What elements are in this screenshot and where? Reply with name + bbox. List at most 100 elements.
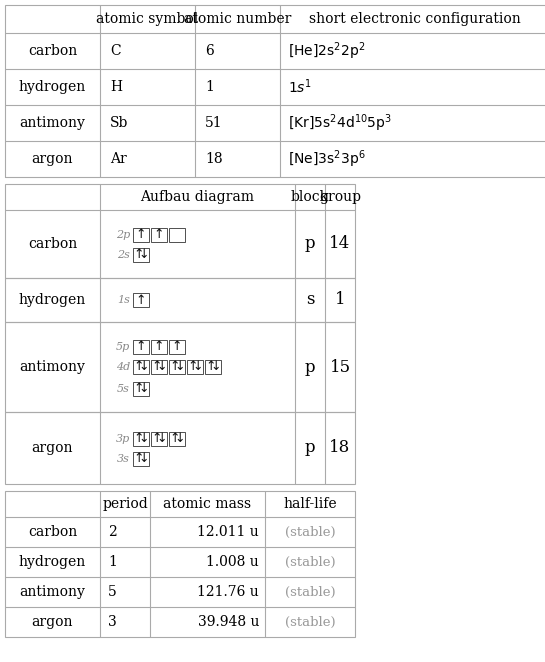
Text: ↑: ↑ [172,340,182,354]
Text: group: group [319,190,361,204]
Text: ↑: ↑ [133,432,144,446]
Text: ↑: ↑ [152,432,162,446]
Bar [133,360,149,374]
Text: ↑: ↑ [205,361,216,373]
Text: hydrogen: hydrogen [19,555,86,569]
Text: p: p [305,236,316,252]
Text: ↑: ↑ [136,340,146,354]
Text: 1s: 1s [117,295,130,305]
Bar [133,248,149,262]
Text: ↑: ↑ [187,361,198,373]
Text: 39.948 u: 39.948 u [197,615,259,629]
Bar [151,360,167,374]
Bar [205,360,221,374]
Text: block: block [291,190,329,204]
Text: (stable): (stable) [284,616,335,628]
Text: ↑: ↑ [154,340,164,354]
Text: ↑: ↑ [136,293,146,307]
Text: ↓: ↓ [138,361,149,373]
Text: ↑: ↑ [169,432,180,446]
Text: 3: 3 [108,615,117,629]
Text: $[\rm{Ne}]3s^{2}3p^{6}$: $[\rm{Ne}]3s^{2}3p^{6}$ [288,148,366,169]
Text: 1: 1 [108,555,117,569]
Text: period: period [102,497,148,511]
Text: C: C [110,44,120,58]
Text: ↑: ↑ [133,383,144,395]
Text: ↑: ↑ [152,361,162,373]
Text: carbon: carbon [28,237,77,251]
Text: ↑: ↑ [133,248,144,261]
Text: carbon: carbon [28,525,77,539]
Bar [169,360,185,374]
Text: 5p: 5p [116,342,130,352]
Text: argon: argon [32,615,73,629]
Text: atomic symbol: atomic symbol [96,12,198,26]
Bar [133,452,149,466]
Text: 1: 1 [205,80,214,94]
Text: 2s: 2s [117,250,130,260]
Text: 3s: 3s [117,454,130,464]
Text: ↓: ↓ [210,361,221,373]
Bar [169,340,185,354]
Text: $1s^{1}$: $1s^{1}$ [288,77,312,96]
Bar [133,228,149,242]
Bar [151,340,167,354]
Text: antimony: antimony [20,585,86,599]
Text: ↑: ↑ [133,453,144,465]
Text: H: H [110,80,122,94]
Text: Sb: Sb [110,116,129,130]
Text: (stable): (stable) [284,585,335,598]
Text: carbon: carbon [28,44,77,58]
Text: ↓: ↓ [138,383,149,395]
Bar [5,491,355,637]
Text: antimony: antimony [20,360,86,374]
Text: ↓: ↓ [156,432,167,446]
Text: 121.76 u: 121.76 u [197,585,259,599]
Text: argon: argon [32,441,73,455]
Text: (stable): (stable) [284,555,335,569]
Text: ↓: ↓ [156,361,167,373]
Text: ↑: ↑ [136,228,146,242]
Text: 6: 6 [205,44,214,58]
Bar [151,228,167,242]
Text: 1.008 u: 1.008 u [206,555,259,569]
Text: $[\rm{He}]2s^{2}2p^{2}$: $[\rm{He}]2s^{2}2p^{2}$ [288,40,366,62]
Bar [187,360,203,374]
Bar [133,293,149,307]
Text: 18: 18 [329,440,350,457]
Text: atomic number: atomic number [184,12,291,26]
Bar [169,432,185,446]
Text: Ar: Ar [110,152,127,166]
Text: s: s [306,291,314,308]
Text: ↓: ↓ [138,248,149,261]
Text: ↑: ↑ [169,361,180,373]
Text: 12.011 u: 12.011 u [197,525,259,539]
Text: ↓: ↓ [174,361,185,373]
Bar [5,5,545,177]
Text: Aufbau diagram: Aufbau diagram [141,190,255,204]
Text: ↑: ↑ [133,361,144,373]
Text: antimony: antimony [20,116,86,130]
Bar [5,184,355,484]
Text: 51: 51 [205,116,222,130]
Text: 5s: 5s [117,384,130,394]
Text: hydrogen: hydrogen [19,80,86,94]
Bar [151,432,167,446]
Text: $[\rm{Kr}]5s^{2}4d^{10}5p^{3}$: $[\rm{Kr}]5s^{2}4d^{10}5p^{3}$ [288,112,392,134]
Text: 2p: 2p [116,230,130,240]
Text: 15: 15 [329,359,350,375]
Bar [169,228,185,242]
Text: atomic mass: atomic mass [164,497,252,511]
Text: ↓: ↓ [192,361,203,373]
Text: 4d: 4d [116,362,130,372]
Text: 5: 5 [108,585,117,599]
Text: 1: 1 [335,291,346,308]
Bar [133,340,149,354]
Text: ↓: ↓ [138,432,149,446]
Text: ↓: ↓ [138,453,149,465]
Text: argon: argon [32,152,73,166]
Text: p: p [305,440,316,457]
Text: ↑: ↑ [154,228,164,242]
Text: 18: 18 [205,152,222,166]
Text: hydrogen: hydrogen [19,293,86,307]
